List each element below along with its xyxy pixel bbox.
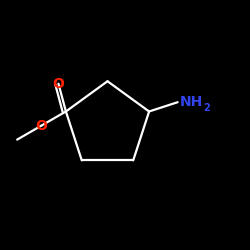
Text: 2: 2 bbox=[203, 103, 210, 113]
Text: NH: NH bbox=[180, 95, 204, 109]
Text: O: O bbox=[52, 77, 64, 91]
Text: O: O bbox=[35, 119, 47, 133]
